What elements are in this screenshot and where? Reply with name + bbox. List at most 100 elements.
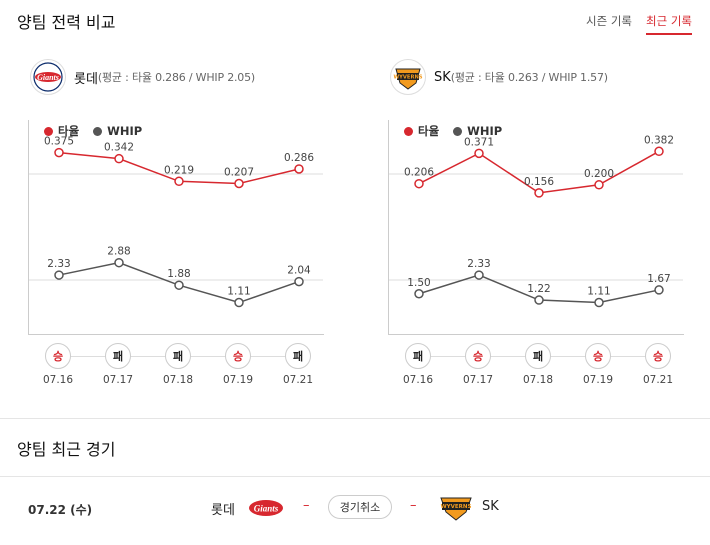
- team-header-lotte: Giants 롯데 (평균 : 타율 0.286 / WHIP 2.05): [30, 58, 255, 96]
- game-row[interactable]: 07.22 (수) 롯데 Giants – 경기취소 – WYVERNS SK: [0, 476, 710, 540]
- legend-avg: 타율: [404, 123, 439, 139]
- data-label: 0.342: [104, 142, 134, 154]
- data-point: [594, 297, 604, 308]
- data-point: [534, 295, 544, 305]
- data-label: 1.22: [527, 283, 550, 295]
- score-dash-home: –: [303, 498, 310, 513]
- legend-avg-dot: [404, 126, 413, 136]
- result-badge: 패: [525, 343, 551, 369]
- section-divider: [0, 476, 710, 477]
- data-point: [114, 153, 124, 164]
- game-date-label: 07.19: [222, 374, 254, 386]
- result-badge: 패: [165, 343, 191, 369]
- data-point: [474, 270, 484, 280]
- data-label: 0.382: [644, 134, 674, 146]
- data-label: 1.11: [587, 286, 610, 298]
- team-average: (평균 : 타율 0.263 / WHIP 1.57): [450, 71, 608, 84]
- data-label: 0.375: [44, 136, 74, 148]
- legend-whip-dot: [93, 126, 103, 136]
- wyverns-logo-small: WYVERNS: [438, 492, 474, 526]
- game-home-team: 롯데: [211, 503, 235, 518]
- data-point: [294, 164, 304, 174]
- game-date-label: 07.21: [642, 374, 674, 386]
- giants-logo-small: Giants: [248, 494, 284, 526]
- data-label: 2.04: [287, 265, 311, 277]
- record-tabs: 시즌 기록 최근 기록: [586, 13, 692, 35]
- data-point: [174, 280, 184, 290]
- result-badge: 승: [225, 343, 251, 369]
- data-point: [654, 285, 664, 295]
- score-dash-away: –: [410, 498, 417, 513]
- wyverns-logo-text: WYVERNS: [393, 75, 422, 81]
- section-title-recent: 양팀 최근 경기: [17, 440, 116, 459]
- chart-sk: 타율 WHIP 0.206 0.371 0.156 0.200 0.382 1.50 2.3…: [388, 120, 684, 335]
- game-date-label: 07.21: [282, 374, 314, 386]
- chart-legend: 타율 WHIP: [44, 123, 142, 139]
- data-point: [414, 178, 424, 189]
- team-header-sk: WYVERNS SK (평균 : 타율 0.263 / WHIP 1.57): [390, 58, 608, 96]
- legend-whip: WHIP: [453, 123, 502, 139]
- giants-logo: Giants: [30, 59, 66, 95]
- game-date-label: 07.16: [402, 374, 434, 386]
- game-away-team: SK: [482, 499, 499, 514]
- game-date: 07.22 (수): [28, 503, 93, 517]
- data-point: [234, 178, 244, 189]
- data-point: [54, 270, 64, 280]
- game-date-label: 07.18: [522, 374, 554, 386]
- data-label: 1.88: [167, 268, 190, 280]
- results-lotte: 승 07.16 패 07.17 패 07.18 승 07.19 패 07.21: [28, 343, 324, 393]
- data-label: 0.156: [524, 176, 554, 188]
- data-label: 0.200: [584, 168, 614, 180]
- data-label: 0.207: [224, 167, 254, 179]
- giants-small-text: Giants: [254, 504, 279, 514]
- chart-legend: 타율 WHIP: [404, 123, 502, 139]
- data-point: [654, 146, 664, 157]
- result-badge: 승: [645, 343, 671, 369]
- game-status-badge: 경기취소: [328, 495, 392, 519]
- data-point: [534, 188, 544, 198]
- chart-lotte: 타율 WHIP 0.375 0.342 0.219 0.207 0.286 2.33 2.8…: [28, 120, 324, 335]
- game-date-label: 07.19: [582, 374, 614, 386]
- game-date-label: 07.16: [42, 374, 74, 386]
- result-badge: 패: [285, 343, 311, 369]
- data-point: [474, 148, 484, 159]
- data-label: 1.50: [407, 277, 430, 289]
- data-label: 0.286: [284, 152, 314, 164]
- result-badge: 패: [405, 343, 431, 369]
- result-badge: 승: [45, 343, 71, 369]
- giants-logo-text: Giants: [37, 73, 59, 82]
- data-label: 2.33: [47, 258, 70, 270]
- data-label: 2.88: [107, 246, 130, 258]
- legend-avg-dot: [44, 126, 53, 136]
- team-name: 롯데: [74, 71, 98, 87]
- header: 양팀 전력 비교 시즌 기록 최근 기록: [0, 0, 710, 44]
- wyverns-small-text: WYVERNS: [441, 504, 472, 510]
- team-average: (평균 : 타율 0.286 / WHIP 2.05): [97, 71, 255, 84]
- result-badge: 승: [465, 343, 491, 369]
- data-point: [414, 289, 424, 299]
- data-point: [594, 180, 604, 190]
- data-label: 2.33: [467, 258, 490, 270]
- tab-recent-record[interactable]: 최근 기록: [646, 13, 692, 35]
- section-divider: [0, 418, 710, 419]
- game-date-label: 07.18: [162, 374, 194, 386]
- data-label: 0.371: [464, 136, 494, 148]
- data-label: 1.11: [227, 286, 250, 298]
- game-date-label: 07.17: [102, 374, 134, 386]
- legend-whip-dot: [453, 126, 463, 136]
- legend-avg: 타율: [44, 123, 79, 139]
- game-date-label: 07.17: [462, 374, 494, 386]
- data-point: [234, 297, 244, 308]
- data-label: 0.219: [164, 164, 194, 176]
- wyverns-logo: WYVERNS: [390, 59, 426, 95]
- result-badge: 승: [585, 343, 611, 369]
- data-label: 0.206: [404, 167, 434, 179]
- tab-season-record[interactable]: 시즌 기록: [586, 14, 633, 28]
- data-point: [114, 257, 124, 268]
- chart-svg: 0.206 0.371 0.156 0.200 0.382 1.50 2.33 1.22 1.1…: [389, 134, 683, 308]
- data-point: [294, 276, 304, 287]
- results-sk: 패 07.16 승 07.17 패 07.18 승 07.19 승 07.21: [388, 343, 684, 393]
- legend-whip: WHIP: [93, 123, 142, 139]
- data-label: 1.67: [647, 273, 670, 285]
- page-title: 양팀 전력 비교: [17, 13, 116, 32]
